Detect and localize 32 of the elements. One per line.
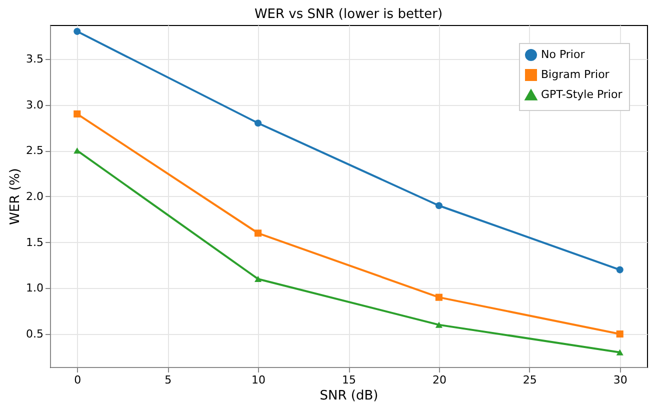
y-tick-label: 1.5 [26, 236, 44, 249]
legend-label: GPT-Style Prior [541, 88, 623, 101]
point [74, 148, 81, 154]
point [254, 120, 262, 127]
x-tick-label: 5 [164, 374, 172, 386]
point [435, 322, 442, 328]
y-tick-label: 2.0 [26, 190, 44, 203]
y-tick-label: 3.0 [26, 98, 44, 112]
chart-title: WER vs SNR (lower is better) [254, 7, 443, 22]
legend-label: Bigram Prior [541, 68, 610, 81]
point [74, 110, 81, 118]
y-tick-label: 2.5 [26, 144, 44, 158]
y-tick-label: 1.0 [26, 282, 44, 295]
x-tick-label: 10 [252, 374, 266, 386]
x-tick-label: 15 [342, 374, 356, 386]
y-tick-label: 3.5 [26, 52, 44, 66]
x-tick-label: 0 [74, 374, 82, 386]
x-axis-title: SNR (dB) [320, 388, 378, 404]
point [616, 330, 624, 338]
point [616, 266, 624, 274]
legend-label: No Prior [541, 48, 586, 61]
x-tick-label: 30 [613, 374, 628, 386]
y-axis-title: WER (%) [8, 168, 24, 225]
y-tick-label: 0.5 [26, 327, 44, 340]
point [616, 349, 624, 356]
point [435, 202, 442, 210]
point [254, 276, 262, 282]
x-tick-label: 25 [522, 374, 537, 386]
x-tick-label: 20 [432, 374, 446, 386]
point [74, 28, 81, 35]
point [254, 230, 262, 237]
point [435, 294, 442, 301]
